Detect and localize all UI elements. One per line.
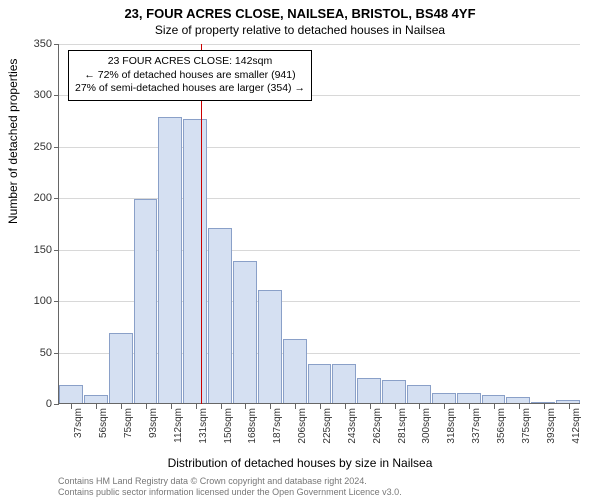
x-tick-mark xyxy=(345,404,346,409)
histogram-bar xyxy=(432,393,456,403)
histogram-bar xyxy=(84,395,108,403)
y-axis-label: Number of detached properties xyxy=(6,59,20,224)
histogram-bar xyxy=(134,199,158,403)
chart-title-main: 23, FOUR ACRES CLOSE, NAILSEA, BRISTOL, … xyxy=(0,0,600,21)
x-tick-label: 168sqm xyxy=(247,408,258,448)
y-tick-label: 300 xyxy=(22,89,52,101)
histogram-bar xyxy=(308,364,332,403)
x-tick-mark xyxy=(121,404,122,409)
y-tick-label: 150 xyxy=(22,244,52,256)
x-tick-label: 150sqm xyxy=(223,408,234,448)
y-tick-mark xyxy=(54,404,59,405)
x-tick-label: 375sqm xyxy=(521,408,532,448)
y-tick-mark xyxy=(54,353,59,354)
annotation-box: 23 FOUR ACRES CLOSE: 142sqm ← 72% of det… xyxy=(68,50,312,101)
histogram-bar xyxy=(482,395,506,403)
x-tick-mark xyxy=(196,404,197,409)
histogram-bar xyxy=(59,385,83,404)
y-tick-label: 200 xyxy=(22,192,52,204)
histogram-bar xyxy=(208,228,232,403)
y-tick-mark xyxy=(54,95,59,96)
x-tick-mark xyxy=(395,404,396,409)
histogram-bar xyxy=(407,385,431,404)
histogram-bar xyxy=(109,333,133,403)
histogram-bar xyxy=(233,261,257,403)
x-tick-label: 225sqm xyxy=(322,408,333,448)
chart-title-sub: Size of property relative to detached ho… xyxy=(0,21,600,37)
footer-line-1: Contains HM Land Registry data © Crown c… xyxy=(58,476,402,487)
y-tick-label: 350 xyxy=(22,38,52,50)
histogram-bar xyxy=(531,402,555,403)
x-tick-mark xyxy=(519,404,520,409)
x-tick-mark xyxy=(171,404,172,409)
histogram-bar xyxy=(283,339,307,403)
gridline xyxy=(59,44,580,45)
x-tick-label: 131sqm xyxy=(198,408,209,448)
x-tick-mark xyxy=(544,404,545,409)
y-tick-label: 0 xyxy=(22,398,52,410)
x-tick-label: 56sqm xyxy=(98,408,109,448)
x-tick-mark xyxy=(320,404,321,409)
x-tick-label: 393sqm xyxy=(546,408,557,448)
histogram-bar xyxy=(506,397,530,403)
y-tick-mark xyxy=(54,301,59,302)
histogram-bar xyxy=(258,290,282,403)
x-tick-label: 37sqm xyxy=(73,408,84,448)
x-tick-label: 337sqm xyxy=(471,408,482,448)
x-tick-label: 412sqm xyxy=(571,408,582,448)
x-tick-label: 300sqm xyxy=(421,408,432,448)
chart-area: 37sqm56sqm75sqm93sqm112sqm131sqm150sqm16… xyxy=(58,44,580,404)
histogram-bar xyxy=(183,119,207,403)
y-tick-label: 100 xyxy=(22,295,52,307)
footer-line-2: Contains public sector information licen… xyxy=(58,487,402,498)
x-tick-label: 75sqm xyxy=(123,408,134,448)
annotation-line-3: 27% of semi-detached houses are larger (… xyxy=(75,82,305,96)
histogram-bar xyxy=(382,380,406,403)
y-tick-mark xyxy=(54,250,59,251)
x-tick-label: 93sqm xyxy=(148,408,159,448)
x-tick-mark xyxy=(221,404,222,409)
y-tick-label: 250 xyxy=(22,141,52,153)
y-tick-mark xyxy=(54,44,59,45)
x-tick-label: 281sqm xyxy=(397,408,408,448)
annotation-line-1: 23 FOUR ACRES CLOSE: 142sqm xyxy=(75,55,305,69)
histogram-bar xyxy=(357,378,381,403)
x-tick-mark xyxy=(494,404,495,409)
x-tick-mark xyxy=(370,404,371,409)
x-tick-label: 206sqm xyxy=(297,408,308,448)
x-tick-label: 112sqm xyxy=(173,408,184,448)
annotation-line-2: ← 72% of detached houses are smaller (94… xyxy=(75,69,305,83)
y-tick-mark xyxy=(54,147,59,148)
gridline xyxy=(59,147,580,148)
x-tick-label: 187sqm xyxy=(272,408,283,448)
histogram-bar xyxy=(332,364,356,403)
x-tick-mark xyxy=(295,404,296,409)
x-tick-label: 356sqm xyxy=(496,408,507,448)
x-tick-label: 243sqm xyxy=(347,408,358,448)
x-tick-mark xyxy=(146,404,147,409)
histogram-bar xyxy=(556,400,580,403)
x-axis-label: Distribution of detached houses by size … xyxy=(0,456,600,470)
y-tick-mark xyxy=(54,198,59,199)
histogram-bar xyxy=(158,117,182,403)
x-tick-label: 262sqm xyxy=(372,408,383,448)
histogram-bar xyxy=(457,393,481,403)
footer-attribution: Contains HM Land Registry data © Crown c… xyxy=(58,476,402,498)
x-tick-mark xyxy=(469,404,470,409)
y-tick-label: 50 xyxy=(22,347,52,359)
x-tick-label: 318sqm xyxy=(446,408,457,448)
x-tick-mark xyxy=(569,404,570,409)
